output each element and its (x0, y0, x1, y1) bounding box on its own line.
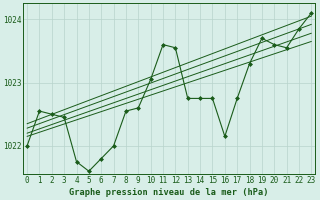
X-axis label: Graphe pression niveau de la mer (hPa): Graphe pression niveau de la mer (hPa) (69, 188, 269, 197)
